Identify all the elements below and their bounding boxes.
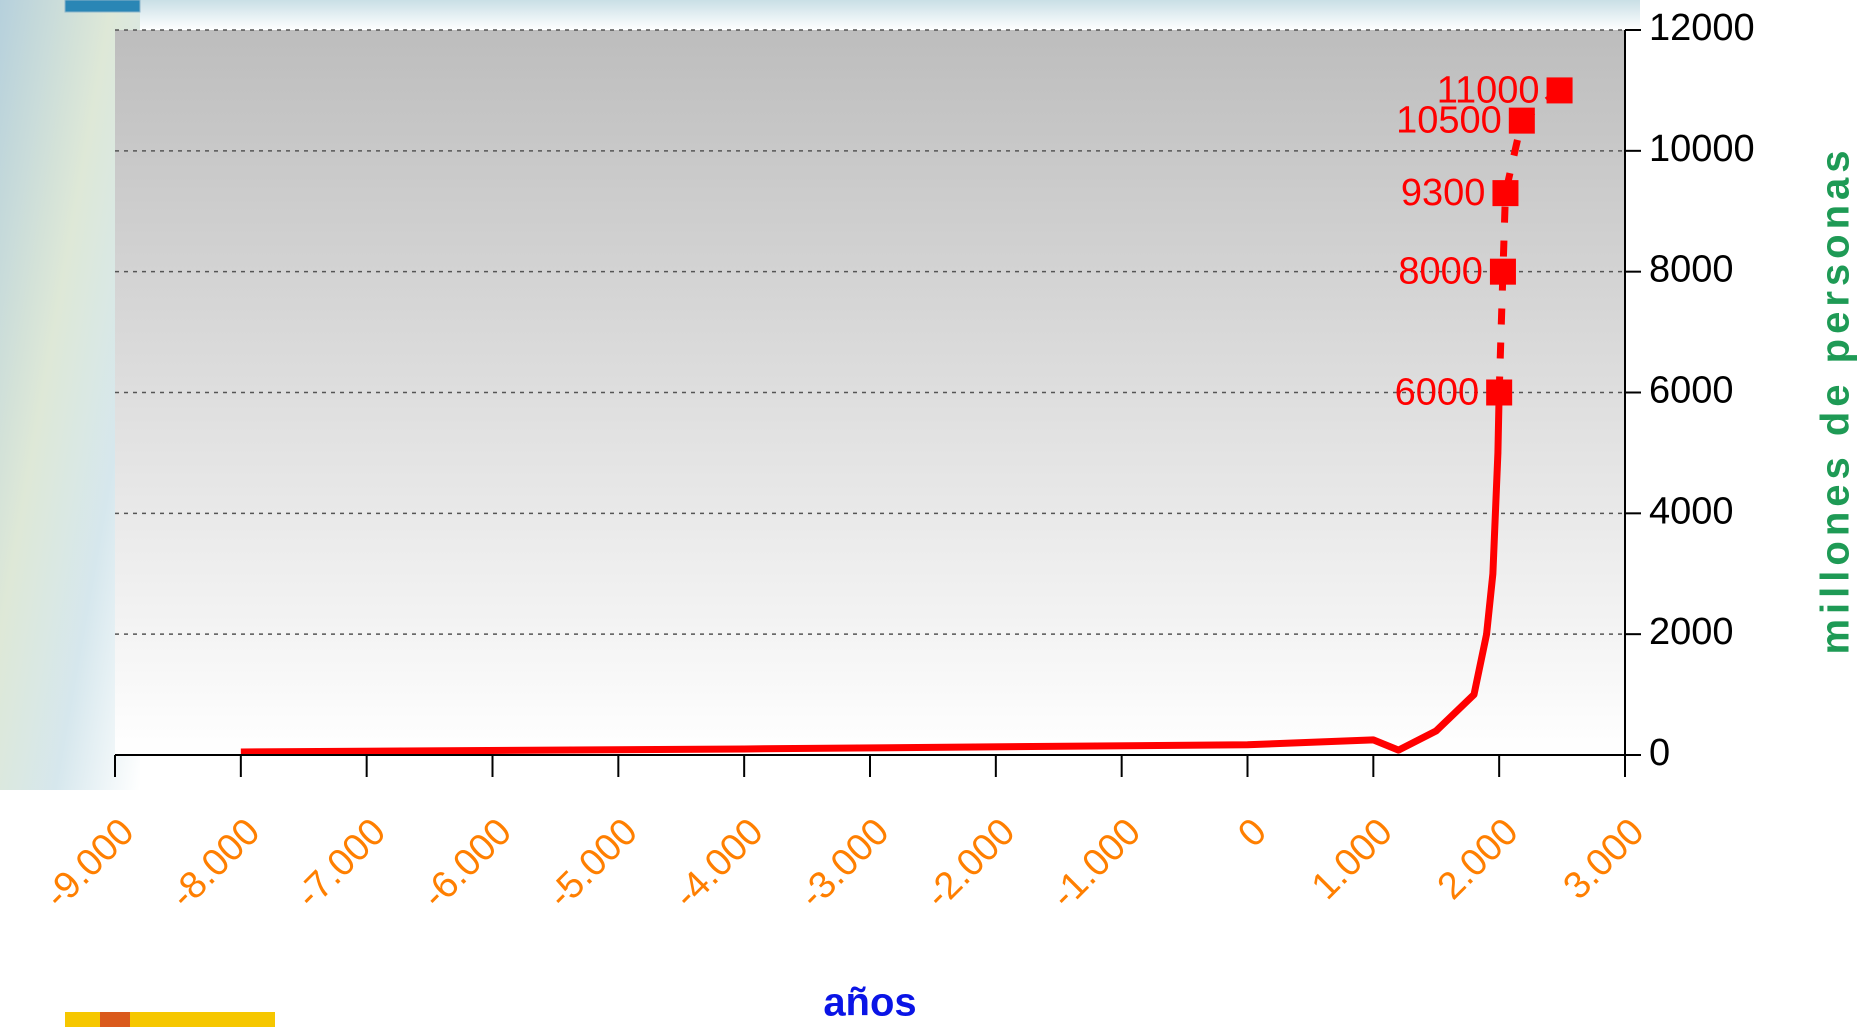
marker	[1546, 77, 1573, 104]
y-tick-label: 6000	[1649, 370, 1734, 412]
plot-area	[115, 30, 1625, 755]
logo-box	[64, 0, 141, 13]
y-tick-label: 2000	[1649, 611, 1734, 653]
y-axis-title: millones de personas	[1814, 145, 1858, 654]
marker	[1486, 379, 1513, 406]
y-tick-label: 12000	[1649, 7, 1755, 49]
marker	[1508, 107, 1535, 134]
x-axis-title: años	[823, 981, 916, 1025]
flag	[65, 1012, 275, 1027]
data-label: 6000	[1395, 372, 1480, 414]
data-label: 11000	[1437, 69, 1540, 111]
series-line	[1495, 87, 1562, 393]
marker	[1489, 258, 1516, 285]
y-tick-label: 0	[1649, 732, 1670, 774]
y-tick-label: 10000	[1649, 128, 1755, 170]
marker	[1492, 180, 1519, 207]
series-line	[240, 392, 1503, 756]
data-label: 9300	[1401, 172, 1486, 214]
emblem	[100, 1012, 130, 1027]
top-decoration	[140, 0, 1640, 30]
y-tick-label: 8000	[1649, 249, 1734, 291]
data-label: 8000	[1398, 251, 1483, 293]
data-label: 10500	[1396, 100, 1502, 142]
y-tick-label: 4000	[1649, 490, 1734, 532]
